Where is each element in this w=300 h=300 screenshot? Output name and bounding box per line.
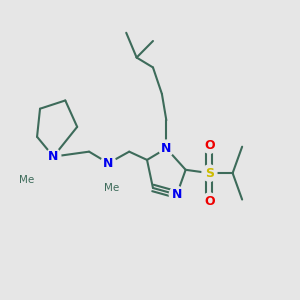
Circle shape <box>159 140 174 157</box>
Circle shape <box>101 155 116 172</box>
Text: N: N <box>48 150 59 163</box>
Text: Me: Me <box>104 183 119 193</box>
Text: O: O <box>204 139 215 152</box>
Text: N: N <box>161 142 172 155</box>
Circle shape <box>202 165 217 181</box>
Text: S: S <box>205 167 214 180</box>
Text: N: N <box>103 157 114 170</box>
Text: N: N <box>172 188 182 201</box>
Text: O: O <box>204 195 215 208</box>
Text: Me: Me <box>19 175 34 185</box>
FancyBboxPatch shape <box>13 172 40 187</box>
Circle shape <box>202 193 217 209</box>
FancyBboxPatch shape <box>98 180 125 196</box>
Circle shape <box>46 148 61 165</box>
Circle shape <box>202 137 217 153</box>
Circle shape <box>169 186 184 203</box>
